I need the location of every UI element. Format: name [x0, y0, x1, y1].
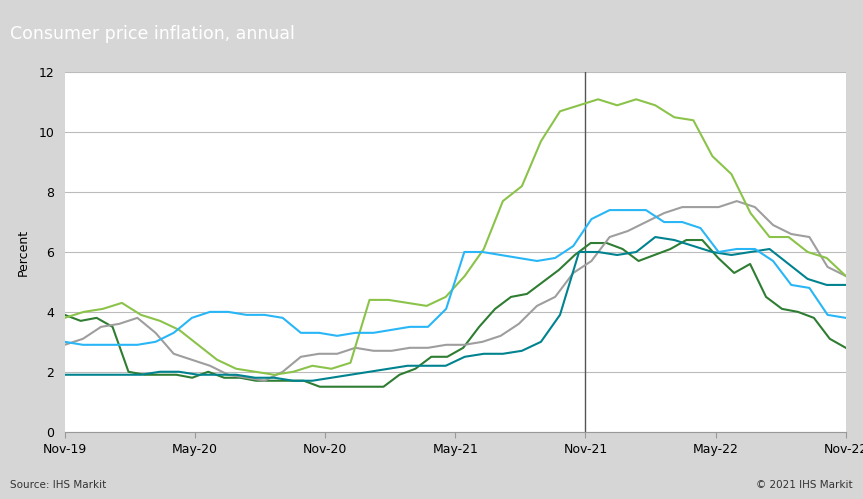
Y-axis label: Percent: Percent	[17, 229, 30, 275]
Text: Consumer price inflation, annual: Consumer price inflation, annual	[10, 25, 295, 43]
Text: Source: IHS Markit: Source: IHS Markit	[10, 480, 107, 490]
Legend: Colombia, Chile, Peru, Brazil, Mexico: Colombia, Chile, Peru, Brazil, Mexico	[217, 494, 693, 499]
Text: © 2021 IHS Markit: © 2021 IHS Markit	[756, 480, 853, 490]
